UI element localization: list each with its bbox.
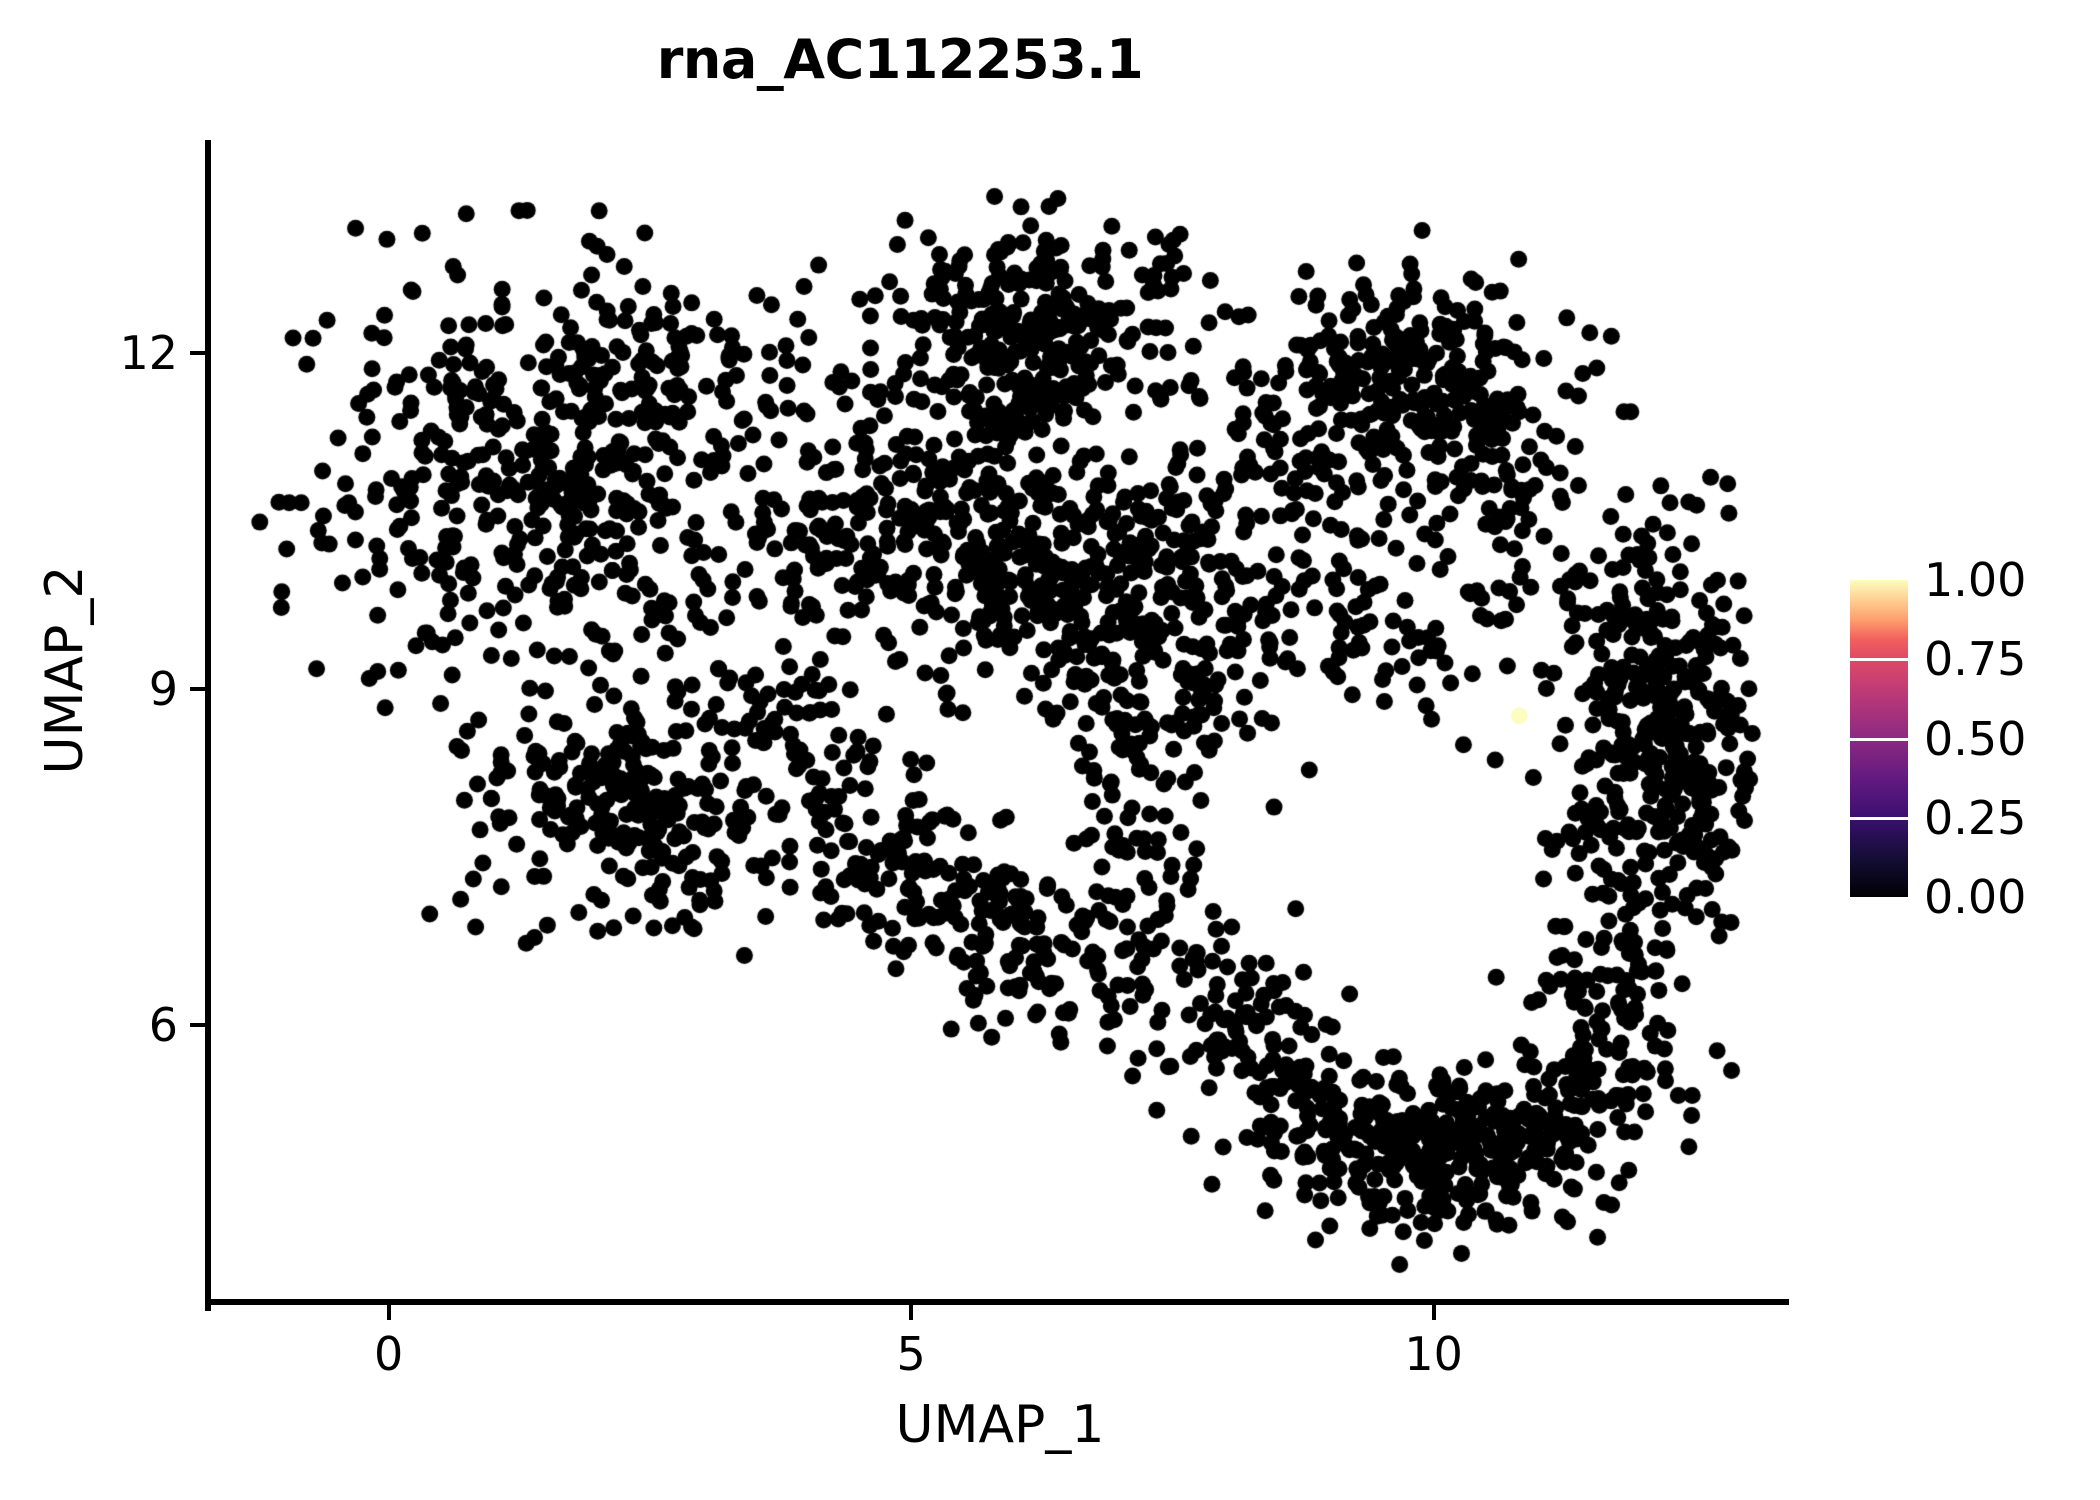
y-tick-label: 12 <box>119 325 178 380</box>
y-axis-spine <box>205 140 211 1311</box>
colorbar[interactable]: 0.00 0.25 0.50 0.75 1.00 <box>1850 553 2026 924</box>
scatter-points <box>211 140 1789 1305</box>
colorbar-tick-label: 0.75 <box>1924 632 2027 687</box>
x-tick-mark <box>1431 1305 1436 1320</box>
colorbar-tick-mark <box>1850 580 1908 583</box>
colorbar-tick-label: 0.25 <box>1924 790 2027 845</box>
x-tick-label: 10 <box>1404 1327 1463 1381</box>
colorbar-tick-label: 1.00 <box>1924 553 2027 607</box>
y-tick-mark <box>190 686 205 691</box>
x-tick-label: 5 <box>896 1327 926 1381</box>
x-tick-label: 0 <box>374 1327 404 1381</box>
x-tick-mark <box>386 1305 391 1320</box>
page-title: rna_AC112253.1 <box>656 28 1144 91</box>
colorbar-tick-mark <box>1850 816 1908 820</box>
colorbar-tick-mark <box>1850 737 1908 741</box>
colorbar-tick-mark <box>1850 658 1908 662</box>
colorbar-tick-label: 0.00 <box>1924 870 2027 924</box>
y-tick-mark <box>190 1022 205 1027</box>
plot-area <box>211 140 1789 1305</box>
y-axis-label: UMAP_2 <box>35 565 95 775</box>
x-tick-mark <box>909 1305 914 1320</box>
colorbar-tick-mark <box>1850 894 1908 897</box>
x-axis-label: UMAP_1 <box>895 1395 1105 1455</box>
y-tick-mark <box>190 350 205 355</box>
colorbar-tick-label: 0.50 <box>1924 711 2027 766</box>
y-tick-label: 9 <box>148 661 178 716</box>
y-tick-label: 6 <box>148 997 178 1052</box>
